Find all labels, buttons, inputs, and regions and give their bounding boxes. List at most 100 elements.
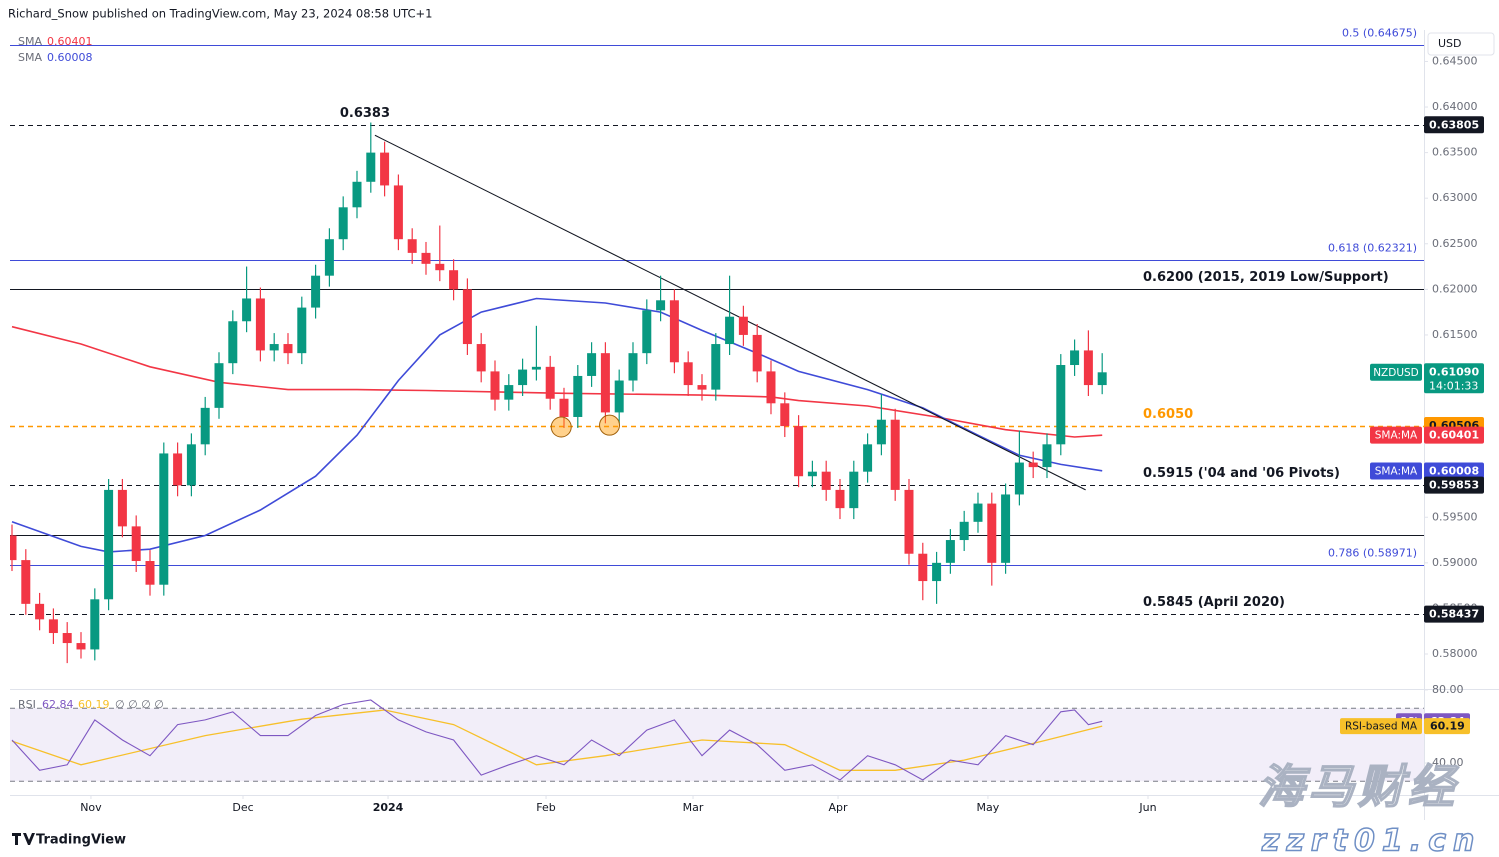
candle-body bbox=[780, 403, 790, 427]
candle-body bbox=[352, 181, 362, 208]
candle-body bbox=[504, 385, 514, 400]
brand: TradingView bbox=[36, 833, 126, 848]
rsi-ma-line bbox=[11, 709, 1103, 771]
candle-body bbox=[531, 366, 541, 370]
candle-body bbox=[242, 298, 252, 322]
main-pane bbox=[10, 45, 1424, 664]
x-tick-label: Jun bbox=[1138, 801, 1156, 814]
sma-line bbox=[11, 325, 1103, 438]
candle-body bbox=[711, 344, 721, 390]
publisher: Richard_Snow published on TradingView.co… bbox=[8, 7, 432, 21]
candle-body bbox=[393, 185, 403, 240]
price-tag-name-box bbox=[1370, 462, 1422, 480]
candle-body bbox=[849, 471, 859, 509]
rsi-tag-name: RSI-based MA bbox=[1345, 721, 1418, 733]
y-tick-label: 0.64000 bbox=[1432, 100, 1478, 113]
price-tag-name: SMA:MA bbox=[1375, 430, 1418, 442]
rsi-ma-legend-value: 60.19 bbox=[78, 698, 110, 711]
candle-body bbox=[807, 471, 817, 477]
price-tag-name-box bbox=[1370, 363, 1422, 381]
candle-body bbox=[932, 562, 942, 582]
x-tick-label: Apr bbox=[829, 801, 849, 814]
candle-body bbox=[159, 453, 169, 585]
candle-body bbox=[228, 321, 238, 364]
candle-body bbox=[145, 561, 155, 585]
candle-body bbox=[90, 599, 100, 650]
candle-body bbox=[545, 366, 555, 399]
x-tick-label: Feb bbox=[536, 801, 555, 814]
level-label: 0.6383 bbox=[340, 106, 390, 121]
marker bbox=[599, 414, 621, 436]
price-tag-countdown: 14:01:33 bbox=[1429, 379, 1478, 392]
candle-body bbox=[669, 300, 679, 363]
candle-body bbox=[1070, 350, 1080, 366]
rsi-legend-value: 62.84 bbox=[42, 698, 74, 711]
candle-body bbox=[890, 419, 900, 490]
candle-body bbox=[1028, 462, 1038, 468]
rsi-y-tick-label: 80.00 bbox=[1432, 683, 1464, 696]
rsi-pane bbox=[10, 699, 1424, 782]
legend-value: 0.60401 bbox=[47, 35, 93, 48]
candle-body bbox=[697, 385, 707, 390]
y-tick-label: 0.59500 bbox=[1432, 510, 1478, 523]
candle-body bbox=[297, 307, 307, 354]
marker bbox=[550, 416, 572, 438]
legend-name: SMA bbox=[18, 51, 42, 64]
candle-body bbox=[973, 503, 983, 522]
candle-body bbox=[918, 553, 928, 582]
candle-body bbox=[76, 643, 86, 650]
candle-body bbox=[904, 489, 914, 554]
price-tag bbox=[1424, 363, 1484, 394]
rsi-band bbox=[10, 708, 1424, 782]
logo-mark bbox=[12, 833, 35, 845]
candle-body bbox=[104, 489, 114, 600]
rsi-tag-name-box bbox=[1340, 718, 1422, 735]
candle-body bbox=[835, 489, 845, 509]
candle-body bbox=[945, 540, 955, 563]
candle-body bbox=[490, 371, 500, 400]
candle-body bbox=[421, 252, 431, 264]
price-tag-name: SMA:MA bbox=[1375, 465, 1418, 477]
candle-body bbox=[283, 344, 293, 354]
candle-body bbox=[573, 375, 583, 417]
price-tag-value: 0.60401 bbox=[1429, 429, 1479, 442]
candle-body bbox=[449, 270, 459, 290]
candle-body bbox=[1056, 365, 1066, 445]
trendline bbox=[374, 134, 1086, 491]
x-tick-label: Mar bbox=[683, 801, 704, 814]
rsi-tag-value: 60.19 bbox=[1430, 720, 1465, 733]
candle-body bbox=[407, 239, 417, 253]
candle-body bbox=[476, 344, 486, 372]
price-tag-value: 0.61090 bbox=[1429, 365, 1479, 378]
candle-body bbox=[1001, 494, 1011, 563]
candle-body bbox=[587, 353, 597, 376]
level-label: 0.786 (0.58971) bbox=[1328, 547, 1417, 560]
candle-body bbox=[186, 444, 196, 486]
candle-body bbox=[876, 419, 886, 445]
currency: USD bbox=[1438, 37, 1462, 50]
price-tag-value: 0.60008 bbox=[1429, 464, 1479, 477]
price-tag-value: 0.63805 bbox=[1429, 118, 1479, 131]
candle-body bbox=[131, 526, 141, 562]
candle-body bbox=[173, 453, 183, 486]
candle-body bbox=[324, 239, 334, 276]
watermark-url: zzrt01.cn bbox=[1261, 824, 1481, 857]
rsi-y-tick-label: 40.00 bbox=[1432, 756, 1464, 769]
candle-body bbox=[366, 152, 376, 182]
x-tick-label: Nov bbox=[80, 801, 102, 814]
candle-body bbox=[600, 353, 610, 413]
legend-value: 0.60008 bbox=[47, 51, 93, 64]
price-tag bbox=[1424, 462, 1484, 480]
candle-body bbox=[200, 407, 210, 445]
candle-body bbox=[766, 371, 776, 404]
x-tick-label: Dec bbox=[232, 801, 253, 814]
candle-body bbox=[642, 310, 652, 354]
price-tag-name-box bbox=[1370, 426, 1422, 444]
y-tick-label: 0.62500 bbox=[1432, 237, 1478, 250]
rsi-tag bbox=[1424, 718, 1470, 735]
candle-body bbox=[1014, 462, 1024, 495]
level-label: 0.6050 bbox=[1143, 407, 1193, 422]
candle-body bbox=[987, 503, 997, 563]
candle-body bbox=[21, 560, 31, 604]
